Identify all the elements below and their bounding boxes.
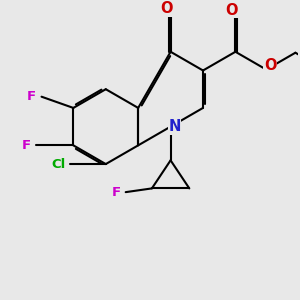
Text: F: F <box>22 139 31 152</box>
Text: F: F <box>111 186 120 199</box>
Text: O: O <box>160 1 173 16</box>
Text: Cl: Cl <box>51 158 65 171</box>
Text: F: F <box>27 90 36 103</box>
Text: N: N <box>168 119 181 134</box>
Text: O: O <box>264 58 276 73</box>
Text: O: O <box>225 3 238 18</box>
